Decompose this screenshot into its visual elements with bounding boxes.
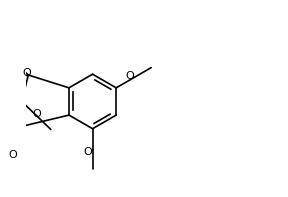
Text: O: O: [8, 150, 17, 160]
Text: O: O: [23, 68, 31, 78]
Text: O: O: [84, 147, 92, 157]
Text: O: O: [126, 71, 134, 81]
Text: O: O: [33, 109, 41, 119]
